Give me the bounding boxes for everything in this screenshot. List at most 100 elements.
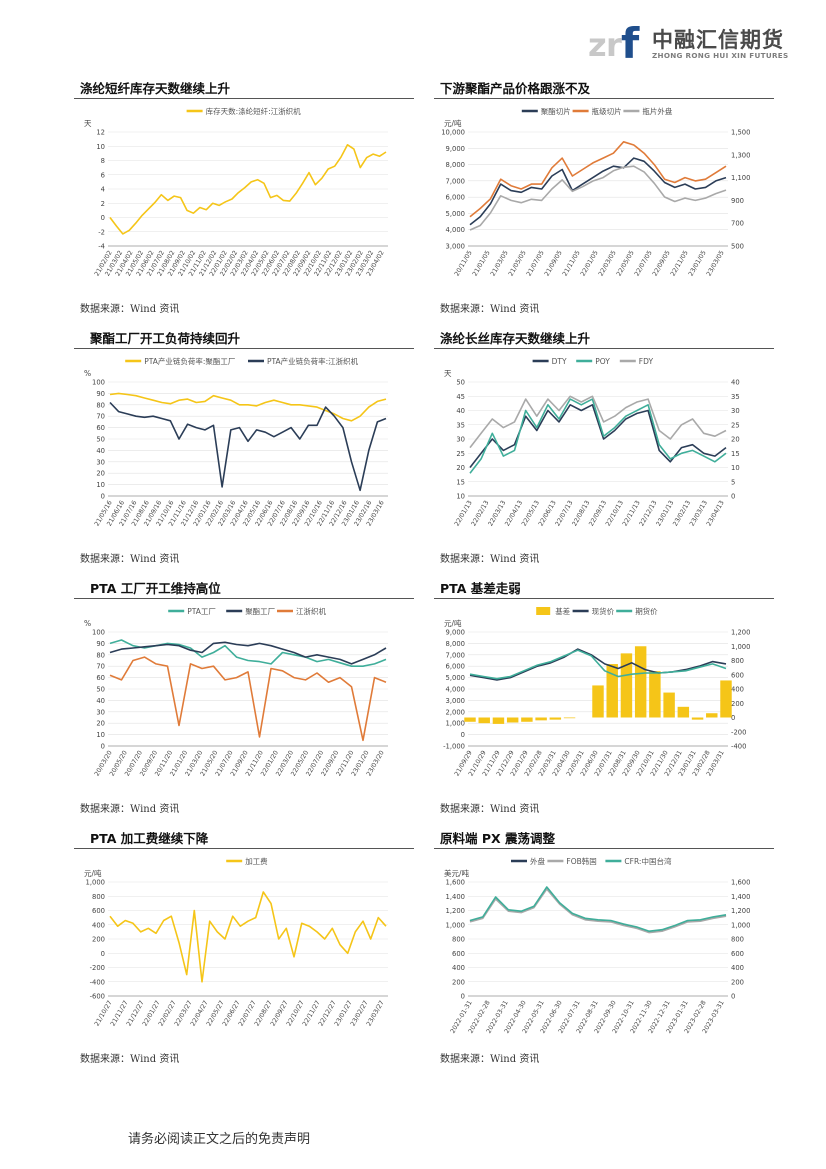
y-right-tick-label: 1,600	[731, 879, 750, 887]
y-tick-label: 5,000	[446, 674, 465, 682]
chart-source: 数据来源：Wind 资讯	[80, 554, 180, 565]
legend-label: 瓶片外盘	[642, 106, 672, 116]
x-tick-label: 21/01/05	[472, 250, 492, 278]
legend-label: PTA产业链负荷率:聚酯工厂	[144, 356, 236, 366]
title-divider	[434, 598, 774, 599]
legend-label: FDY	[639, 357, 654, 366]
legend-label: 外盘	[530, 856, 545, 866]
y-tick-label: 30	[456, 436, 465, 444]
y-axis-unit: 美元/吨	[444, 868, 470, 878]
y-right-tick-label: 1,200	[731, 629, 750, 637]
legend-label: 江浙织机	[296, 606, 326, 616]
legend-label: 基差	[555, 606, 570, 616]
y-tick-label: 10	[96, 731, 105, 739]
y-axis-unit: 天	[84, 119, 92, 128]
y-tick-label: 10	[96, 143, 105, 151]
y-right-tick-label: 800	[731, 936, 744, 944]
chart-c3: PTA产业链负荷率:聚酯工厂 PTA产业链负荷率:江浙织机% 0 10 20 30 40 50…	[84, 356, 388, 527]
y-tick-label: 50	[456, 379, 465, 387]
title-divider	[74, 98, 414, 99]
y-tick-label: 12	[96, 129, 105, 137]
y-tick-label: 20	[96, 470, 105, 478]
series-line	[469, 648, 727, 681]
y-right-tick-label: 35	[731, 393, 740, 401]
y-tick-label: 10	[96, 481, 105, 489]
y-tick-label: 90	[96, 640, 105, 648]
y-right-tick-label: 700	[731, 220, 744, 228]
x-tick-label: 22/09/05	[652, 250, 672, 278]
y-tick-label: 200	[92, 936, 105, 944]
y-tick-label: 6	[101, 171, 105, 179]
title-divider	[434, 348, 774, 349]
y-tick-label: 9,000	[446, 145, 465, 153]
y-tick-label: 0	[101, 214, 105, 222]
chart-panel-c4: 涤纶长丝库存天数继续上升 DTY POY FDY 天 10 15 20 25 30 35 40 45 5…	[434, 328, 774, 568]
y-tick-label: 400	[92, 921, 105, 929]
y-tick-label: 4,000	[446, 686, 465, 694]
y-tick-label: 1,200	[446, 907, 465, 915]
x-tick-label: 22/07/05	[634, 250, 654, 278]
company-logo: z r f 中融汇信期货 ZHONG RONG HUI XIN FUTURES	[588, 18, 788, 66]
y-tick-label: 600	[92, 907, 105, 915]
y-tick-label: 4,000	[446, 226, 465, 234]
y-tick-label: 0	[461, 993, 465, 1001]
chart-source: 数据来源：Wind 资讯	[80, 1054, 180, 1065]
series-line	[469, 140, 727, 218]
x-tick-label: 20/11/05	[454, 250, 474, 278]
logo-english-name: ZHONG RONG HUI XIN FUTURES	[652, 51, 789, 60]
y-axis-unit: %	[84, 369, 91, 378]
bar-mark	[634, 646, 647, 718]
y-right-tick-label: 1,500	[731, 129, 750, 137]
svg-text:r: r	[606, 26, 622, 62]
chart-source: 数据来源：Wind 资讯	[440, 804, 540, 815]
title-divider	[74, 598, 414, 599]
chart-c1: 库存天数:涤纶短纤:江浙织机天-4-202468101221/02/0221/0…	[84, 106, 388, 277]
bar-mark	[606, 664, 618, 718]
y-right-tick-label: 25	[731, 421, 740, 429]
y-right-tick-label: 900	[731, 197, 744, 205]
y-tick-label: 1,000	[86, 879, 105, 887]
bar-mark	[549, 717, 562, 720]
y-tick-label: 15	[456, 478, 465, 486]
chart-title: PTA 工厂开工维持高位	[90, 581, 221, 596]
x-tick-label: 22/01/05	[580, 250, 600, 278]
chart-title: 原料端 PX 震荡调整	[440, 831, 556, 846]
y-tick-label: -600	[90, 993, 105, 1001]
y-right-tick-label: 600	[731, 950, 744, 958]
y-tick-label: 20	[456, 464, 465, 472]
y-right-tick-label: -200	[731, 728, 746, 736]
series-line	[109, 143, 387, 235]
y-right-tick-label: 800	[731, 657, 744, 665]
series-line	[469, 403, 727, 468]
y-tick-label: 50	[96, 686, 105, 694]
y-tick-label: -200	[90, 964, 105, 972]
y-right-tick-label: 5	[731, 478, 735, 486]
chart-title: PTA 加工费继续下降	[90, 831, 209, 846]
y-right-tick-label: 1,400	[731, 893, 750, 901]
y-tick-label: 800	[92, 893, 105, 901]
y-right-tick-label: 0	[731, 993, 735, 1001]
chart-legend: PTA产业链负荷率:聚酯工厂 PTA产业链负荷率:江浙织机	[125, 356, 359, 366]
y-tick-label: 8,000	[446, 640, 465, 648]
bar-mark	[620, 653, 633, 718]
chart-legend: 基差 现货价 期货价	[536, 606, 658, 616]
bar-mark	[535, 717, 547, 721]
y-tick-label: 3,000	[446, 697, 465, 705]
chart-panel-c6: PTA 基差走弱 基差 现货价 期货价 元/吨 -1,000 0 1,000 2,000 3,0…	[434, 578, 774, 818]
y-tick-label: 600	[452, 950, 465, 958]
x-tick-label: 21/03/05	[490, 250, 510, 278]
series-line	[469, 398, 727, 474]
y-tick-label: 30	[96, 708, 105, 716]
y-right-tick-label: 1,300	[731, 151, 750, 159]
x-tick-label: 21/07/05	[526, 250, 546, 278]
chart-source: 数据来源：Wind 资讯	[80, 304, 180, 315]
title-divider	[434, 98, 774, 99]
y-tick-label: 90	[96, 390, 105, 398]
chart-c7: 加工费元/吨-600-400-20002004006008001,00021/1…	[84, 856, 388, 1027]
legend-label: POY	[595, 357, 610, 366]
chart-title: 涤纶长丝库存天数继续上升	[440, 331, 591, 346]
legend-label: 瓶级切片	[592, 106, 622, 116]
y-tick-label: -4	[98, 243, 105, 251]
y-tick-label: 5,000	[446, 210, 465, 218]
